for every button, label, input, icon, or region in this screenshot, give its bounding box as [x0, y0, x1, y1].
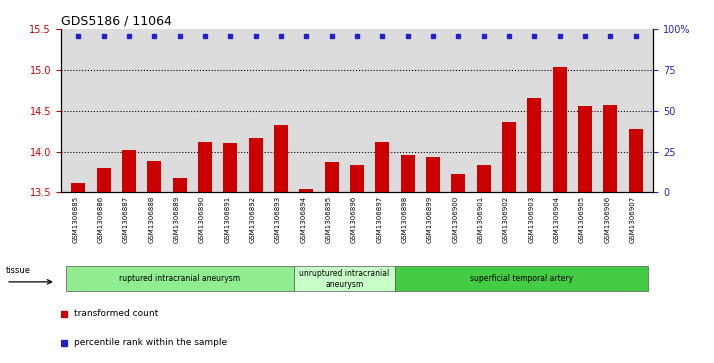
- Text: GSM1306896: GSM1306896: [351, 196, 357, 243]
- Bar: [401, 155, 415, 363]
- Text: GSM1306895: GSM1306895: [326, 196, 332, 243]
- Text: GSM1306900: GSM1306900: [452, 196, 458, 243]
- Text: GSM1306904: GSM1306904: [553, 196, 560, 243]
- Text: GSM1306889: GSM1306889: [174, 196, 180, 243]
- Text: GSM1306890: GSM1306890: [199, 196, 205, 243]
- Bar: [628, 129, 643, 363]
- Text: transformed count: transformed count: [74, 309, 158, 318]
- Bar: [325, 162, 338, 363]
- Text: GSM1306885: GSM1306885: [72, 196, 79, 243]
- Text: GSM1306893: GSM1306893: [275, 196, 281, 243]
- Text: GSM1306903: GSM1306903: [528, 196, 534, 243]
- Text: GSM1306902: GSM1306902: [503, 196, 509, 243]
- Bar: [553, 67, 567, 363]
- Bar: [122, 150, 136, 363]
- FancyBboxPatch shape: [66, 266, 293, 291]
- Text: GSM1306898: GSM1306898: [402, 196, 408, 243]
- Bar: [198, 142, 212, 363]
- Text: percentile rank within the sample: percentile rank within the sample: [74, 338, 227, 347]
- Bar: [223, 143, 237, 363]
- Text: GSM1306891: GSM1306891: [224, 196, 231, 243]
- Text: GSM1306899: GSM1306899: [427, 196, 433, 243]
- Text: ruptured intracranial aneurysm: ruptured intracranial aneurysm: [119, 274, 241, 283]
- Bar: [71, 183, 86, 363]
- Text: tissue: tissue: [6, 266, 31, 276]
- Bar: [248, 138, 263, 363]
- Bar: [376, 142, 389, 363]
- Text: GDS5186 / 11064: GDS5186 / 11064: [61, 15, 171, 28]
- Bar: [274, 125, 288, 363]
- Bar: [350, 166, 364, 363]
- Bar: [426, 157, 440, 363]
- Bar: [603, 105, 617, 363]
- Bar: [477, 166, 491, 363]
- Text: GSM1306905: GSM1306905: [579, 196, 585, 243]
- Bar: [147, 162, 161, 363]
- Text: unruptured intracranial
aneurysm: unruptured intracranial aneurysm: [299, 269, 389, 289]
- Text: GSM1306906: GSM1306906: [604, 196, 610, 243]
- Bar: [97, 168, 111, 363]
- Text: GSM1306886: GSM1306886: [98, 196, 104, 243]
- FancyBboxPatch shape: [395, 266, 648, 291]
- Text: GSM1306907: GSM1306907: [630, 196, 635, 243]
- Text: GSM1306897: GSM1306897: [376, 196, 382, 243]
- Text: GSM1306894: GSM1306894: [301, 196, 306, 243]
- Text: GSM1306901: GSM1306901: [478, 196, 483, 243]
- Bar: [502, 122, 516, 363]
- Text: GSM1306892: GSM1306892: [250, 196, 256, 243]
- Text: GSM1306887: GSM1306887: [123, 196, 129, 243]
- Bar: [528, 98, 541, 363]
- FancyBboxPatch shape: [293, 266, 395, 291]
- Bar: [451, 175, 466, 363]
- Text: superficial temporal artery: superficial temporal artery: [470, 274, 573, 283]
- Text: GSM1306888: GSM1306888: [149, 196, 154, 243]
- Bar: [299, 189, 313, 363]
- Bar: [578, 106, 592, 363]
- Bar: [173, 178, 186, 363]
